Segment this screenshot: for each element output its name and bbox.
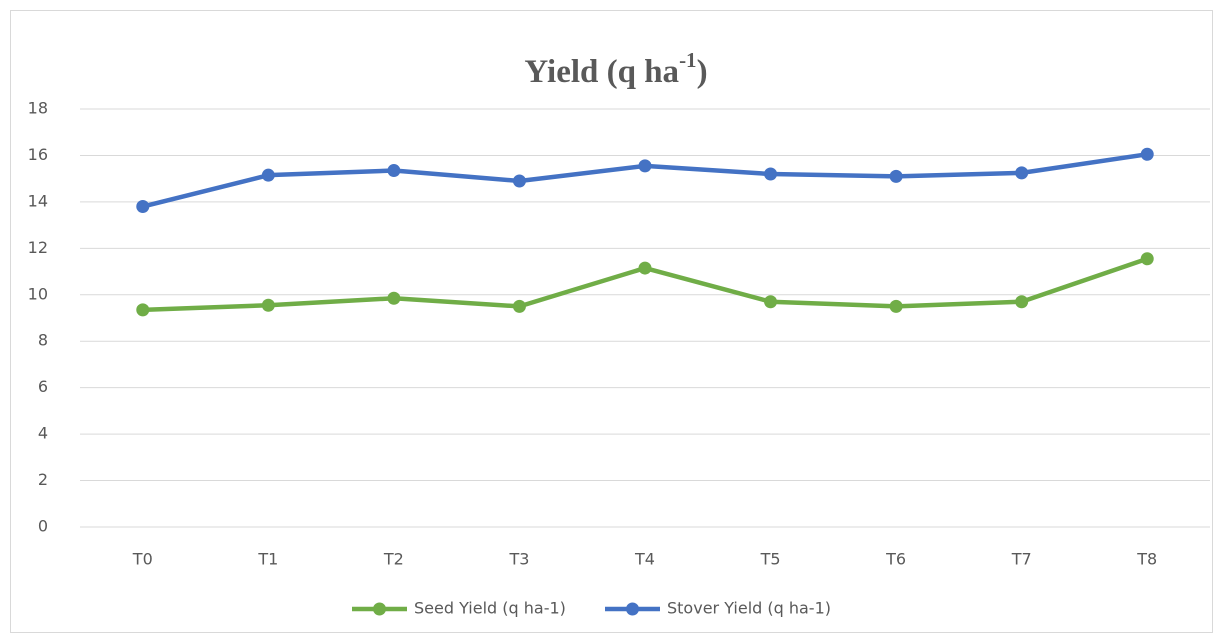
title-suffix: ) [697,54,708,90]
x-tick-label: T2 [383,550,404,569]
y-tick-label: 10 [28,284,48,303]
data-point [387,164,401,178]
legend-marker [373,602,386,616]
x-tick-label: T1 [257,550,278,569]
y-tick-label: 12 [28,238,48,257]
data-point [764,167,778,181]
data-point [512,174,526,188]
data-point [889,169,903,183]
data-point [1140,147,1154,161]
y-tick-label: 16 [28,145,48,164]
data-point [638,261,652,275]
data-point [1015,295,1029,309]
legend-label: Seed Yield (q ha-1) [414,599,566,618]
y-tick-label: 14 [28,191,48,210]
x-tick-label: T7 [1011,550,1032,569]
y-tick-label: 2 [38,470,48,489]
y-tick-label: 4 [38,424,48,443]
title-text: Yield (q ha [524,54,679,90]
x-tick-label: T3 [508,550,529,569]
x-tick-label: T8 [1136,550,1157,569]
y-tick-label: 18 [28,99,48,118]
title-superscript: -1 [679,48,697,72]
legend-label: Stover Yield (q ha-1) [667,599,831,618]
data-point [764,295,778,309]
y-tick-label: 8 [38,331,48,350]
data-point [1140,252,1154,266]
x-tick-label: T6 [885,550,906,569]
legend-marker [626,602,639,616]
data-point [387,291,401,305]
x-tick-label: T0 [132,550,153,569]
data-point [889,299,903,313]
data-point [261,298,275,312]
data-point [638,159,652,173]
data-point [512,299,526,313]
chart-title: Yield (q ha-1) [524,48,707,90]
data-point [136,200,150,214]
data-point [261,168,275,182]
x-tick-label: T4 [634,550,655,569]
y-tick-label: 6 [38,377,48,396]
data-point [136,303,150,317]
chart-frame [10,10,1213,633]
y-tick-label: 0 [38,517,48,536]
data-point [1015,166,1029,180]
x-tick-label: T5 [760,550,781,569]
